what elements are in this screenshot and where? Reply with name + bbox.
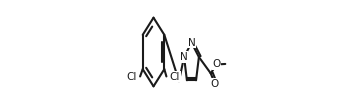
Text: O: O	[211, 79, 219, 89]
Text: Cl: Cl	[127, 72, 137, 82]
Text: N: N	[188, 38, 195, 48]
Text: O: O	[213, 59, 221, 69]
Text: N: N	[180, 52, 188, 62]
Text: Cl: Cl	[170, 72, 180, 82]
